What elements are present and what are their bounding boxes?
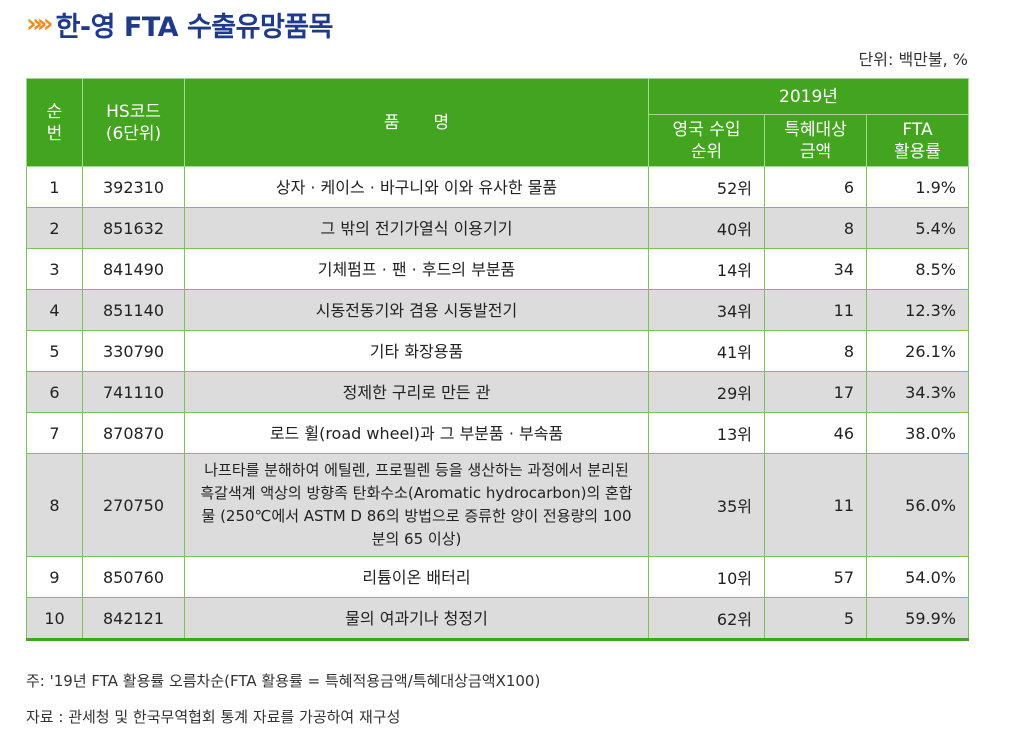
cell-rate: 12.3% — [866, 289, 969, 331]
cell-rate: 34.3% — [866, 371, 969, 413]
cell-rate: 5.4% — [866, 207, 969, 249]
header-fta-utilization: FTA 활용률 — [866, 114, 969, 167]
unit-label: 단위: 백만불, % — [858, 50, 968, 69]
cell-item-name: 기체펌프 · 팬 · 후드의 부분품 — [184, 248, 649, 290]
table-row: 7 870870 로드 휠(road wheel)과 그 부분품 · 부속품 1… — [26, 412, 969, 454]
header-uk-import-rank: 영국 수입 순위 — [648, 114, 765, 167]
cell-hs-code: 842121 — [82, 597, 185, 641]
cell-amount: 8 — [764, 330, 867, 372]
cell-hs-code: 851140 — [82, 289, 185, 331]
cell-no: 4 — [26, 289, 83, 331]
table-row: 1 392310 상자 · 케이스 · 바구니와 이와 유사한 물품 52위 6… — [26, 166, 969, 208]
cell-rank: 41위 — [648, 330, 765, 372]
cell-item-name: 리튬이온 배터리 — [184, 556, 649, 598]
table-row: 9 850760 리튬이온 배터리 10위 57 54.0% — [26, 556, 969, 598]
cell-no: 7 — [26, 412, 83, 454]
header-item-name: 품 명 — [184, 78, 649, 167]
cell-no: 6 — [26, 371, 83, 413]
cell-amount: 6 — [764, 166, 867, 208]
table-row: 6 741110 정제한 구리로 만든 관 29위 17 34.3% — [26, 371, 969, 413]
header-rank-line1: 영국 수입 — [672, 119, 741, 140]
cell-amount: 34 — [764, 248, 867, 290]
cell-rank: 10위 — [648, 556, 765, 598]
cell-rate: 38.0% — [866, 412, 969, 454]
cell-rank: 62위 — [648, 597, 765, 641]
header-no: 순 번 — [26, 78, 83, 167]
cell-item-name: 시동전동기와 겸용 시동발전기 — [184, 289, 649, 331]
cell-hs-code: 870870 — [82, 412, 185, 454]
cell-no: 1 — [26, 166, 83, 208]
cell-item-name: 로드 휠(road wheel)과 그 부분품 · 부속품 — [184, 412, 649, 454]
cell-hs-code: 851632 — [82, 207, 185, 249]
header-year-group: 2019년 — [648, 78, 969, 115]
table-row: 4 851140 시동전동기와 겸용 시동발전기 34위 11 12.3% — [26, 289, 969, 331]
cell-hs-code: 741110 — [82, 371, 185, 413]
header-hs-line1: HS코드 — [106, 101, 161, 122]
cell-hs-code: 270750 — [82, 453, 185, 557]
page-title-text: 한-영 FTA 수출유망품목 — [55, 11, 334, 43]
cell-hs-code: 850760 — [82, 556, 185, 598]
cell-no: 10 — [26, 597, 83, 641]
header-rank-line2: 순위 — [690, 141, 723, 162]
cell-amount: 11 — [764, 289, 867, 331]
header-hs-line2: (6단위) — [105, 123, 162, 144]
cell-amount: 17 — [764, 371, 867, 413]
cell-hs-code: 392310 — [82, 166, 185, 208]
cell-item-name: 정제한 구리로 만든 관 — [184, 371, 649, 413]
cell-rank: 13위 — [648, 412, 765, 454]
cell-no: 2 — [26, 207, 83, 249]
header-amount-line1: 특혜대상 — [784, 119, 847, 140]
cell-no: 8 — [26, 453, 83, 557]
cell-rate: 26.1% — [866, 330, 969, 372]
cell-item-name: 그 밖의 전기가열식 이용기기 — [184, 207, 649, 249]
header-amount-line2: 금액 — [799, 141, 832, 162]
cell-rate: 59.9% — [866, 597, 969, 641]
header-hs-code: HS코드 (6단위) — [82, 78, 185, 167]
cell-amount: 46 — [764, 412, 867, 454]
table-row: 3 841490 기체펌프 · 팬 · 후드의 부분품 14위 34 8.5% — [26, 248, 969, 290]
cell-rank: 35위 — [648, 453, 765, 557]
header-rate-line1: FTA — [902, 119, 933, 140]
cell-item-name: 나프타를 분해하여 에틸렌, 프로필렌 등을 생산하는 과정에서 분리된 흑갈색… — [184, 453, 649, 557]
cell-rank: 29위 — [648, 371, 765, 413]
table-row: 10 842121 물의 여과기나 청정기 62위 5 59.9% — [26, 597, 969, 641]
table-row: 8 270750 나프타를 분해하여 에틸렌, 프로필렌 등을 생산하는 과정에… — [26, 453, 969, 557]
cell-rank: 52위 — [648, 166, 765, 208]
export-items-table: 순 번 HS코드 (6단위) 품 명 2019년 영국 수입 순위 특혜대상 금… — [26, 78, 969, 641]
cell-item-name: 물의 여과기나 청정기 — [184, 597, 649, 641]
table-row: 5 330790 기타 화장용품 41위 8 26.1% — [26, 330, 969, 372]
cell-rate: 1.9% — [866, 166, 969, 208]
cell-rate: 56.0% — [866, 453, 969, 557]
table-row: 2 851632 그 밖의 전기가열식 이용기기 40위 8 5.4% — [26, 207, 969, 249]
footnote: 주: '19년 FTA 활용률 오름차순(FTA 활용률 = 특혜적용금액/특혜… — [26, 672, 541, 690]
cell-hs-code: 330790 — [82, 330, 185, 372]
cell-rate: 54.0% — [866, 556, 969, 598]
cell-rank: 40위 — [648, 207, 765, 249]
double-chevron-right-icon: »» — [26, 9, 53, 39]
cell-amount: 57 — [764, 556, 867, 598]
header-preferential-amount: 특혜대상 금액 — [764, 114, 867, 167]
cell-item-name: 상자 · 케이스 · 바구니와 이와 유사한 물품 — [184, 166, 649, 208]
cell-no: 9 — [26, 556, 83, 598]
cell-item-name: 기타 화장용품 — [184, 330, 649, 372]
header-no-line1: 순 — [46, 101, 63, 122]
cell-no: 5 — [26, 330, 83, 372]
cell-amount: 11 — [764, 453, 867, 557]
cell-rank: 34위 — [648, 289, 765, 331]
cell-amount: 5 — [764, 597, 867, 641]
cell-rank: 14위 — [648, 248, 765, 290]
header-no-line2: 번 — [46, 123, 63, 144]
header-rate-line2: 활용률 — [894, 141, 941, 162]
cell-rate: 8.5% — [866, 248, 969, 290]
cell-no: 3 — [26, 248, 83, 290]
cell-amount: 8 — [764, 207, 867, 249]
source-note: 자료 : 관세청 및 한국무역협회 통계 자료를 가공하여 재구성 — [26, 708, 401, 726]
cell-hs-code: 841490 — [82, 248, 185, 290]
page-title: »» 한-영 FTA 수출유망품목 — [26, 4, 333, 44]
